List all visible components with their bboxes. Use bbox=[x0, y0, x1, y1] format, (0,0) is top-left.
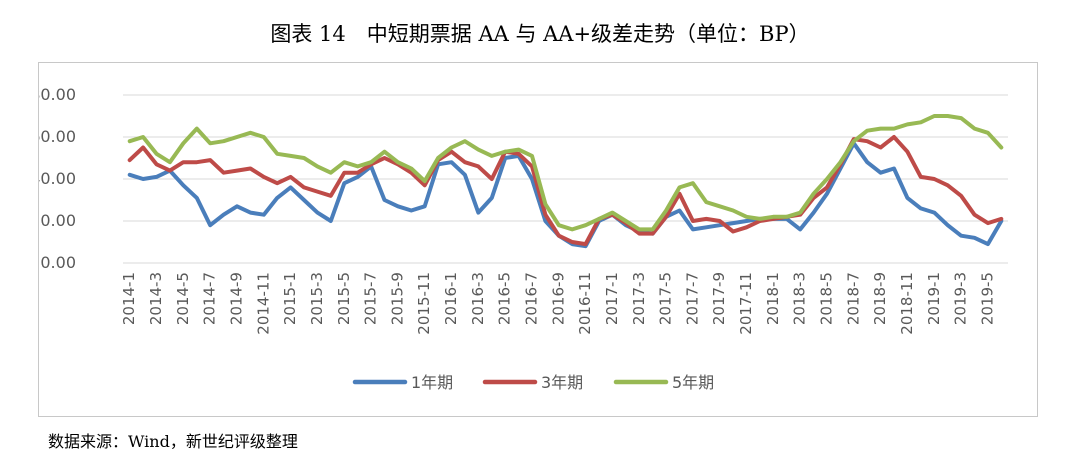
y-tick-label: 40.00 bbox=[39, 169, 76, 188]
x-tick-label: 2017-3 bbox=[630, 272, 648, 325]
x-tick-label: 2016-9 bbox=[549, 272, 567, 325]
y-tick-label: 80.00 bbox=[39, 85, 76, 104]
x-tick-label: 2014-5 bbox=[174, 272, 192, 325]
x-tick-label: 2016-7 bbox=[522, 272, 540, 325]
chart-frame: 0.00 20.00 40.00 60.00 80.00 2014-1 2014-3 2014… bbox=[38, 62, 1038, 417]
x-tick-label: 2015-1 bbox=[281, 272, 299, 325]
x-tick-label: 2015-3 bbox=[308, 272, 326, 325]
x-tick-label: 2018-3 bbox=[791, 272, 809, 325]
x-tick-label: 2015-11 bbox=[415, 272, 433, 335]
x-tick-label: 2017-1 bbox=[603, 272, 621, 325]
x-tick-label: 2014-11 bbox=[254, 272, 272, 335]
x-tick-label: 2015-7 bbox=[362, 272, 380, 325]
series-line-1 bbox=[127, 141, 1004, 249]
x-tick-label: 2014-1 bbox=[120, 272, 138, 325]
x-tick-label: 2019-1 bbox=[925, 272, 943, 325]
x-tick-label: 2017-11 bbox=[737, 272, 755, 335]
series-line-3 bbox=[127, 114, 1004, 232]
x-tick-label: 2018-5 bbox=[817, 272, 835, 325]
data-source-note: 数据来源：Wind，新世纪评级整理 bbox=[48, 432, 298, 451]
x-tick-label: 2016-11 bbox=[576, 272, 594, 335]
x-tick-label: 2018-1 bbox=[764, 272, 782, 325]
x-tick-label: 2015-5 bbox=[335, 272, 353, 325]
x-tick-label: 2017-7 bbox=[683, 272, 701, 325]
y-tick-label: 0.00 bbox=[40, 253, 76, 272]
x-tick-label: 2019-3 bbox=[952, 272, 970, 325]
x-tick-label: 2016-5 bbox=[496, 272, 514, 325]
legend-label-2: 3年期 bbox=[541, 373, 583, 392]
x-tick-label: 2016-1 bbox=[442, 272, 460, 325]
x-tick-label: 2015-9 bbox=[388, 272, 406, 325]
x-tick-label: 2016-3 bbox=[469, 272, 487, 325]
x-tick-label: 2017-5 bbox=[657, 272, 675, 325]
legend-label-1: 1年期 bbox=[411, 373, 453, 392]
x-tick-label: 2018-9 bbox=[871, 272, 889, 325]
x-tick-label: 2014-7 bbox=[201, 272, 219, 325]
x-tick-label: 2014-9 bbox=[227, 272, 245, 325]
x-tick-label: 2019-5 bbox=[978, 272, 996, 325]
y-tick-label: 20.00 bbox=[39, 211, 76, 230]
x-tick-label: 2018-7 bbox=[844, 272, 862, 325]
y-tick-label: 60.00 bbox=[39, 127, 76, 146]
x-tick-label: 2018-11 bbox=[898, 272, 916, 335]
line-chart: 0.00 20.00 40.00 60.00 80.00 2014-1 2014-3 2014… bbox=[39, 85, 1008, 392]
legend-label-3: 5年期 bbox=[672, 373, 714, 392]
x-tick-label: 2014-3 bbox=[147, 272, 165, 325]
x-tick-label: 2017-9 bbox=[710, 272, 728, 325]
chart-title: 图表 14 中短期票据 AA 与 AA+级差走势（单位：BP） bbox=[270, 22, 810, 46]
